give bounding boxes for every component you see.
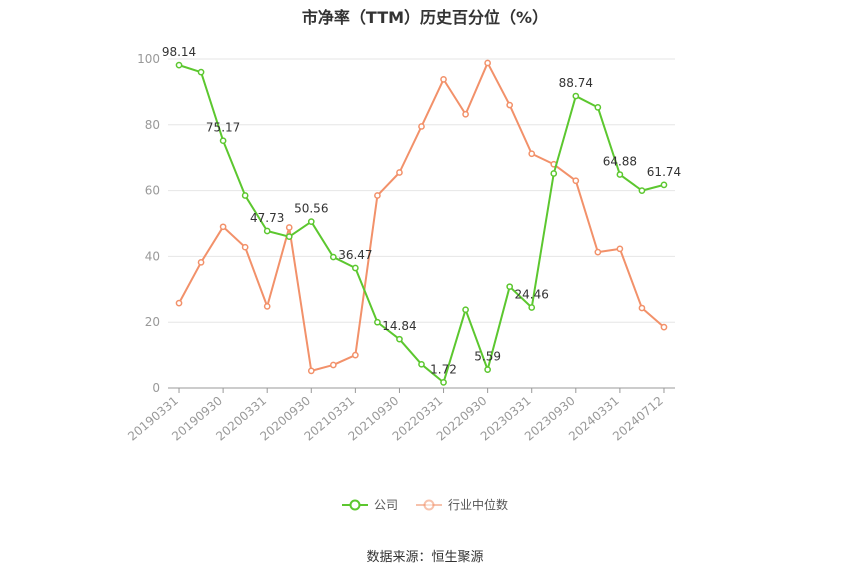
series-0-point-21: [638, 187, 646, 194]
series-0-point-19: [594, 104, 602, 111]
series-0-point-7: [329, 253, 337, 261]
series-1-point-1: [197, 258, 205, 266]
series-1-point-4: [263, 303, 271, 310]
series-layer: [175, 59, 668, 386]
series-1-point-3: [241, 243, 249, 251]
series-0-point-17: [550, 170, 558, 177]
legend-company-icon: [341, 499, 368, 510]
series-1-point-6: [307, 367, 315, 375]
series-0-point-18: [572, 92, 580, 100]
series-0-point-3: [241, 192, 249, 199]
legend-company-label: 公司: [373, 498, 398, 512]
data-label-20: 64.88: [603, 155, 637, 169]
series-1-point-16: [528, 150, 536, 158]
data-label-4: 47.73: [250, 211, 284, 225]
series-1-point-2: [219, 223, 227, 231]
series-0-point-5: [285, 233, 293, 241]
series-0-point-11: [418, 360, 425, 368]
series-0-point-8: [352, 264, 359, 272]
axis-layer: 0204060801002019033120190930202003312020…: [125, 52, 675, 444]
series-0-point-6: [307, 218, 315, 226]
series-1-point-0: [175, 299, 183, 307]
y-tick-label-40: 40: [145, 249, 160, 263]
series-1-point-8: [352, 351, 359, 359]
legend-item-industry-median[interactable]: 行业中位数: [416, 496, 508, 513]
series-1-point-15: [506, 101, 514, 109]
series-1-point-19: [594, 248, 602, 256]
data-label-16: 24.46: [515, 288, 549, 302]
data-label-6: 50.56: [294, 202, 328, 216]
data-label-0: 98.14: [162, 45, 196, 59]
series-1-point-9: [374, 192, 381, 199]
series-0-point-0: [175, 61, 183, 69]
chart-title: 市净率（TTM）历史百分位（%）: [301, 8, 549, 27]
legend-industry-label: 行业中位数: [448, 498, 509, 512]
y-tick-label-100: 100: [137, 52, 160, 66]
series-1-point-21: [638, 304, 646, 312]
data-label-8: 36.47: [338, 248, 372, 262]
label-layer: 98.14 75.17 47.73 50.56 36.47 14.84 1.72 5.59 24…: [162, 45, 681, 376]
legend: 公司 行业中位数: [0, 496, 850, 513]
series-1-point-5: [285, 224, 293, 231]
y-tick-label-0: 0: [152, 381, 160, 395]
series-0-point-14: [484, 366, 491, 373]
series-0-point-4: [263, 227, 271, 235]
series-1-point-7: [329, 361, 337, 369]
series-0-point-1: [197, 68, 205, 76]
series-0-point-12: [440, 378, 447, 386]
y-tick-label-60: 60: [145, 184, 160, 198]
series-1-point-10: [396, 169, 403, 176]
legend-item-company[interactable]: 公司: [341, 496, 398, 513]
series-0-point-22: [660, 181, 668, 189]
series-1-point-22: [660, 323, 668, 331]
series-1-point-12: [440, 76, 447, 83]
series-0-point-13: [462, 306, 469, 314]
series-0-point-20: [616, 171, 624, 178]
series-1-point-20: [616, 245, 624, 253]
data-label-2: 75.17: [206, 121, 240, 135]
data-label-22: 61.74: [647, 165, 681, 179]
series-1-point-13: [462, 110, 469, 118]
series-0-point-2: [219, 137, 227, 145]
y-tick-label-20: 20: [145, 315, 160, 329]
y-tick-label-80: 80: [145, 118, 160, 132]
data-label-12: 1.72: [430, 362, 457, 376]
series-0-point-9: [374, 318, 381, 326]
series-1-point-14: [484, 59, 491, 67]
series-0-point-10: [396, 335, 403, 343]
data-label-18: 88.74: [559, 76, 593, 90]
series-1-point-18: [572, 177, 580, 185]
series-0-point-16: [528, 304, 536, 311]
series-1-point-11: [418, 123, 425, 130]
data-label-10: 14.84: [382, 319, 416, 333]
data-label-14: 5.59: [474, 350, 501, 364]
legend-industry-icon: [416, 499, 442, 510]
series-0-point-15: [506, 283, 514, 291]
source-note: 数据来源：恒生聚源: [366, 550, 484, 565]
